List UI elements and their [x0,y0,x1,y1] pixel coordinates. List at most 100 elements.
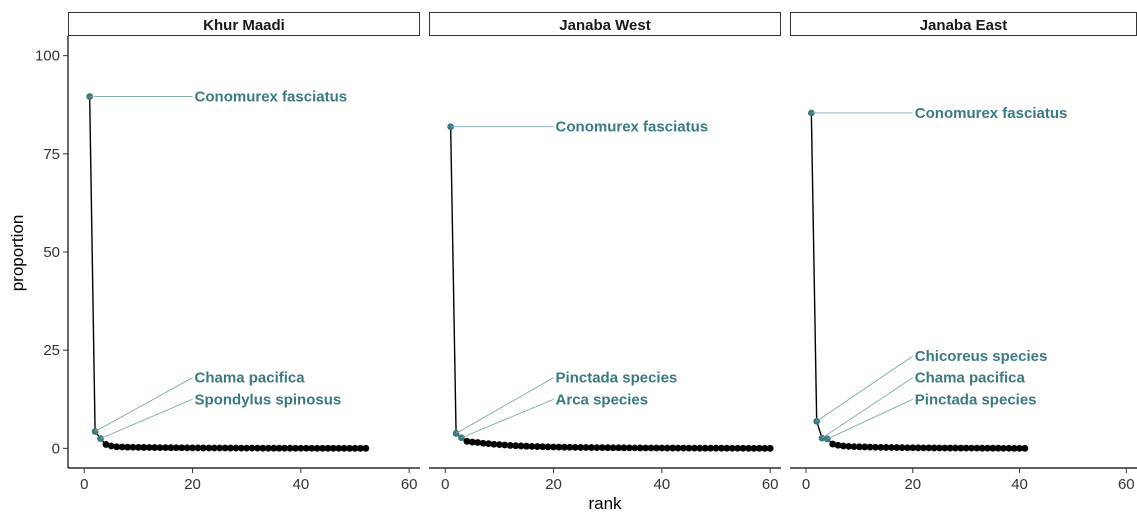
data-point [178,444,186,452]
data-point [539,443,547,451]
data-point [845,443,853,450]
data-point [653,444,660,452]
data-point [1016,444,1023,452]
data-point [259,444,267,452]
data-point [941,444,949,452]
data-point [210,444,218,452]
data-point [609,444,617,452]
y-tick-label: 25 [43,342,60,359]
annotation-leader-line [94,377,193,432]
data-point [544,443,552,451]
data-point [362,444,370,452]
strip-title: Janaba East [920,17,1008,34]
data-point [766,444,774,452]
annotation-leader-line [100,398,193,439]
strip-header [68,12,420,36]
data-point [577,444,585,451]
data-point [485,440,492,448]
data-point [221,444,229,452]
data-point [281,444,289,452]
x-tick-label: 20 [184,476,201,493]
data-point [183,444,191,452]
data-point [952,444,959,452]
data-point [839,442,847,450]
annotation-label: Conomurex fasciatus [915,105,1068,122]
data-point [124,443,131,451]
data-point [566,443,574,451]
annotation-label: Conomurex fasciatus [556,119,709,136]
strip-title: Khur Maadi [203,17,285,34]
data-point [642,444,650,452]
data-point [658,444,666,452]
data-point [888,444,895,451]
x-tick-label: 40 [654,476,671,493]
x-tick-label: 0 [441,476,449,493]
data-point [723,444,731,452]
data-point [479,439,487,447]
data-point [156,444,164,452]
x-tick-label: 0 [80,476,88,493]
data-point [872,443,879,451]
panel-2: Janaba East 0 20 40 60 Conomurex fasciatus Chi… [790,12,1137,493]
data-point [734,444,742,452]
highlighted-point [823,435,831,443]
annotation-label: Conomurex fasciatus [195,88,348,105]
annotation-label: Arca species [556,391,649,408]
panel-0: Khur Maadi 0 20 40 60 Conomurex fasciatus Cham… [68,12,420,493]
data-point [829,440,837,448]
data-point [615,444,622,452]
annotation-label: Spondylus spinosus [195,391,342,408]
data-point [506,442,514,449]
data-point [620,444,628,452]
data-point [528,443,536,450]
data-point [904,444,911,452]
x-tick-label: 60 [401,476,418,493]
y-tick-label: 50 [43,244,60,261]
data-point [517,442,525,450]
data-point [989,444,997,452]
data-point [560,443,568,451]
data-point [761,444,769,452]
data-point [329,444,337,452]
data-point [102,441,110,448]
data-point [850,443,858,450]
data-point [199,444,207,452]
annotation-label: Chama pacifica [195,370,306,387]
data-point [962,444,970,452]
strip-title: Janaba West [559,17,650,34]
data-point [914,444,922,452]
data-point [973,444,981,452]
data-point [162,444,169,452]
data-point [925,444,933,452]
annotation-leader-line [827,398,913,440]
data-point [739,444,747,452]
data-point [728,444,736,452]
data-point [978,444,986,452]
data-point [167,444,175,452]
data-point [898,444,906,452]
data-point [984,444,991,452]
x-tick-label: 60 [762,476,779,493]
data-point [1010,444,1018,452]
data-point [145,444,153,451]
data-point [555,443,563,451]
data-point [237,444,245,452]
x-tick-label: 40 [1011,476,1028,493]
annotation-leader-line [455,377,554,434]
x-tick-label: 40 [293,476,310,493]
data-point [216,444,224,452]
data-point [669,444,677,452]
panel-1: Janaba West 0 20 40 60 Conomurex fasciatus Pin… [429,12,781,493]
data-point [490,440,498,448]
data-point [319,444,326,452]
data-point [701,444,709,452]
data-point [286,444,294,452]
highlighted-point [807,109,815,117]
x-tick-label: 20 [545,476,562,493]
data-point [690,444,698,452]
data-point [593,444,601,452]
data-point [647,444,655,452]
data-point [946,444,954,452]
data-point [113,443,121,451]
